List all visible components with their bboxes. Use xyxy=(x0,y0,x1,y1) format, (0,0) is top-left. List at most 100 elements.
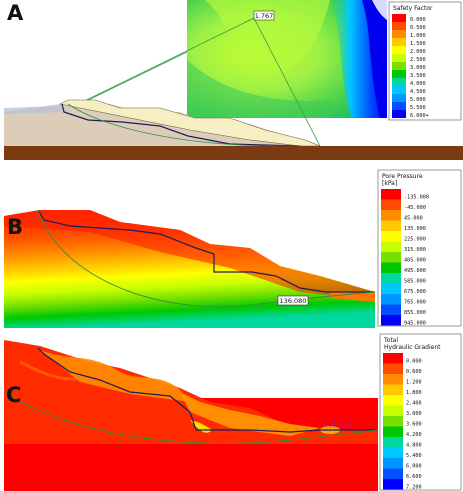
legend-swatch xyxy=(383,416,403,427)
legend-swatch xyxy=(383,405,403,416)
legend-value: 2.500 xyxy=(410,57,426,63)
legend-swatch xyxy=(383,468,403,479)
legend-swatch xyxy=(392,38,406,46)
legend-value: -45.000 xyxy=(404,205,426,211)
legend-value: 5.000 xyxy=(410,97,426,103)
panel-a-canvas: 1.767 Safety Factor 0.000 0.500 1.000 1.500… xyxy=(4,0,463,160)
legend-value: 5.500 xyxy=(410,105,426,111)
legend-swatch xyxy=(392,30,406,38)
legend-swatch xyxy=(383,426,403,437)
panel-c-label: C xyxy=(6,383,21,407)
legend-value: 3.000 xyxy=(406,411,422,417)
legend-value: 945.000 xyxy=(404,321,426,327)
panel-c-hydraulic-gradient: Total Hydraulic Gradient 0.000 0.600 1.200… xyxy=(0,332,463,491)
foundation-layer-a xyxy=(4,146,463,160)
legend-swatch xyxy=(381,231,401,242)
legend-swatch xyxy=(392,70,406,78)
legend-swatch xyxy=(392,46,406,54)
legend-swatch xyxy=(392,54,406,62)
legend-value: 855.000 xyxy=(404,310,426,316)
legend-value: 7.200 xyxy=(406,485,422,491)
legend-value: 0.000 xyxy=(406,359,422,365)
legend-swatch xyxy=(392,94,406,102)
panel-b-pore-pressure: 136.080 Pore Pressure [kPa] -135.000 -45.… xyxy=(0,168,463,328)
legend-value: 225.000 xyxy=(404,237,426,243)
slope-model-a xyxy=(4,99,463,160)
slip-label-box xyxy=(277,295,309,306)
legend-value: 1.000 xyxy=(410,33,426,39)
legend-value: 1.800 xyxy=(406,390,422,396)
legend-c-subtitle: Hydraulic Gradient xyxy=(384,344,441,351)
safety-factor-legend: Safety Factor 0.000 0.500 1.000 1.500 2.000 2… xyxy=(388,1,462,121)
legend-swatch xyxy=(381,294,401,305)
legend-swatch xyxy=(383,437,403,448)
panel-b-label: B xyxy=(7,215,23,239)
legend-swatch xyxy=(392,86,406,94)
flow-vector-row xyxy=(195,428,307,430)
legend-swatch xyxy=(383,458,403,469)
legend-swatch xyxy=(381,189,401,200)
panel-c-canvas: Total Hydraulic Gradient 0.000 0.600 1.200… xyxy=(4,333,462,491)
legend-value: 1.200 xyxy=(406,380,422,386)
legend-swatch xyxy=(383,384,403,395)
phreatic-line-c xyxy=(37,347,378,433)
legend-value: 2.000 xyxy=(410,49,426,55)
legend-swatch xyxy=(381,241,401,252)
panel-a-safety-factor: 1.767 Safety Factor 0.000 0.500 1.000 1.500… xyxy=(0,0,463,170)
legend-swatch xyxy=(392,78,406,86)
slip-circle-a xyxy=(67,103,301,147)
legend-value: 5.400 xyxy=(406,453,422,459)
slip-circle-b xyxy=(37,209,376,308)
legend-swatch xyxy=(392,102,406,110)
legend-value: 4.500 xyxy=(410,89,426,95)
legend-swatch xyxy=(381,199,401,210)
panel-a-label: A xyxy=(7,1,24,25)
legend-value: 0.600 xyxy=(406,369,422,375)
legend-value: 6.000 xyxy=(406,464,422,470)
panel-b-canvas: 136.080 Pore Pressure [kPa] -135.000 -45.… xyxy=(4,169,462,328)
legend-value: -135.000 xyxy=(404,195,429,201)
legend-value: 4.200 xyxy=(406,432,422,438)
legend-value: 765.000 xyxy=(404,300,426,306)
legend-a-title: Safety Factor xyxy=(393,5,433,12)
legend-value: 135.000 xyxy=(404,226,426,232)
legend-c-title: Total xyxy=(383,337,398,344)
legend-swatch xyxy=(392,110,406,118)
legend-value: 0.500 xyxy=(410,25,426,31)
legend-value: 405.000 xyxy=(404,258,426,264)
slip-surface-value: 136.080 xyxy=(280,297,307,305)
legend-value: 0.000 xyxy=(410,17,426,23)
legend-value: 675.000 xyxy=(404,289,426,295)
legend-value: 1.500 xyxy=(410,41,426,47)
legend-swatch xyxy=(392,22,406,30)
legend-value: 3.000 xyxy=(410,65,426,71)
legend-value: 4.800 xyxy=(406,443,422,449)
legend-value: 315.000 xyxy=(404,247,426,253)
legend-value: 3.500 xyxy=(410,73,426,79)
legend-swatch xyxy=(383,353,403,364)
legend-swatch xyxy=(381,220,401,231)
legend-swatch xyxy=(381,273,401,284)
factor-of-safety-value: 1.767 xyxy=(255,12,274,20)
legend-value: 6.000+ xyxy=(410,113,429,119)
legend-value: 4.000 xyxy=(410,81,426,87)
legend-swatch xyxy=(392,62,406,70)
flow-vector-cluster xyxy=(321,417,351,429)
legend-value: 45.000 xyxy=(404,216,423,222)
legend-swatch xyxy=(383,374,403,385)
legend-swatch xyxy=(381,315,401,326)
legend-swatch xyxy=(381,283,401,294)
legend-value: 495.000 xyxy=(404,268,426,274)
legend-value: 6.600 xyxy=(406,474,422,480)
legend-value: 3.600 xyxy=(406,422,422,428)
zoom-guide-lines xyxy=(61,17,321,147)
pore-pressure-contour: 136.080 xyxy=(4,209,376,328)
legend-b-title: Pore Pressure xyxy=(382,173,423,180)
factor-of-safety-callout: 1.767 xyxy=(253,10,275,21)
legend-swatch xyxy=(383,395,403,406)
phreatic-line-b xyxy=(37,209,375,293)
slip-circle-c xyxy=(5,391,379,444)
safety-factor-contour-inset xyxy=(187,0,387,118)
legend-value: 2.400 xyxy=(406,401,422,407)
legend-value: 585.000 xyxy=(404,279,426,285)
